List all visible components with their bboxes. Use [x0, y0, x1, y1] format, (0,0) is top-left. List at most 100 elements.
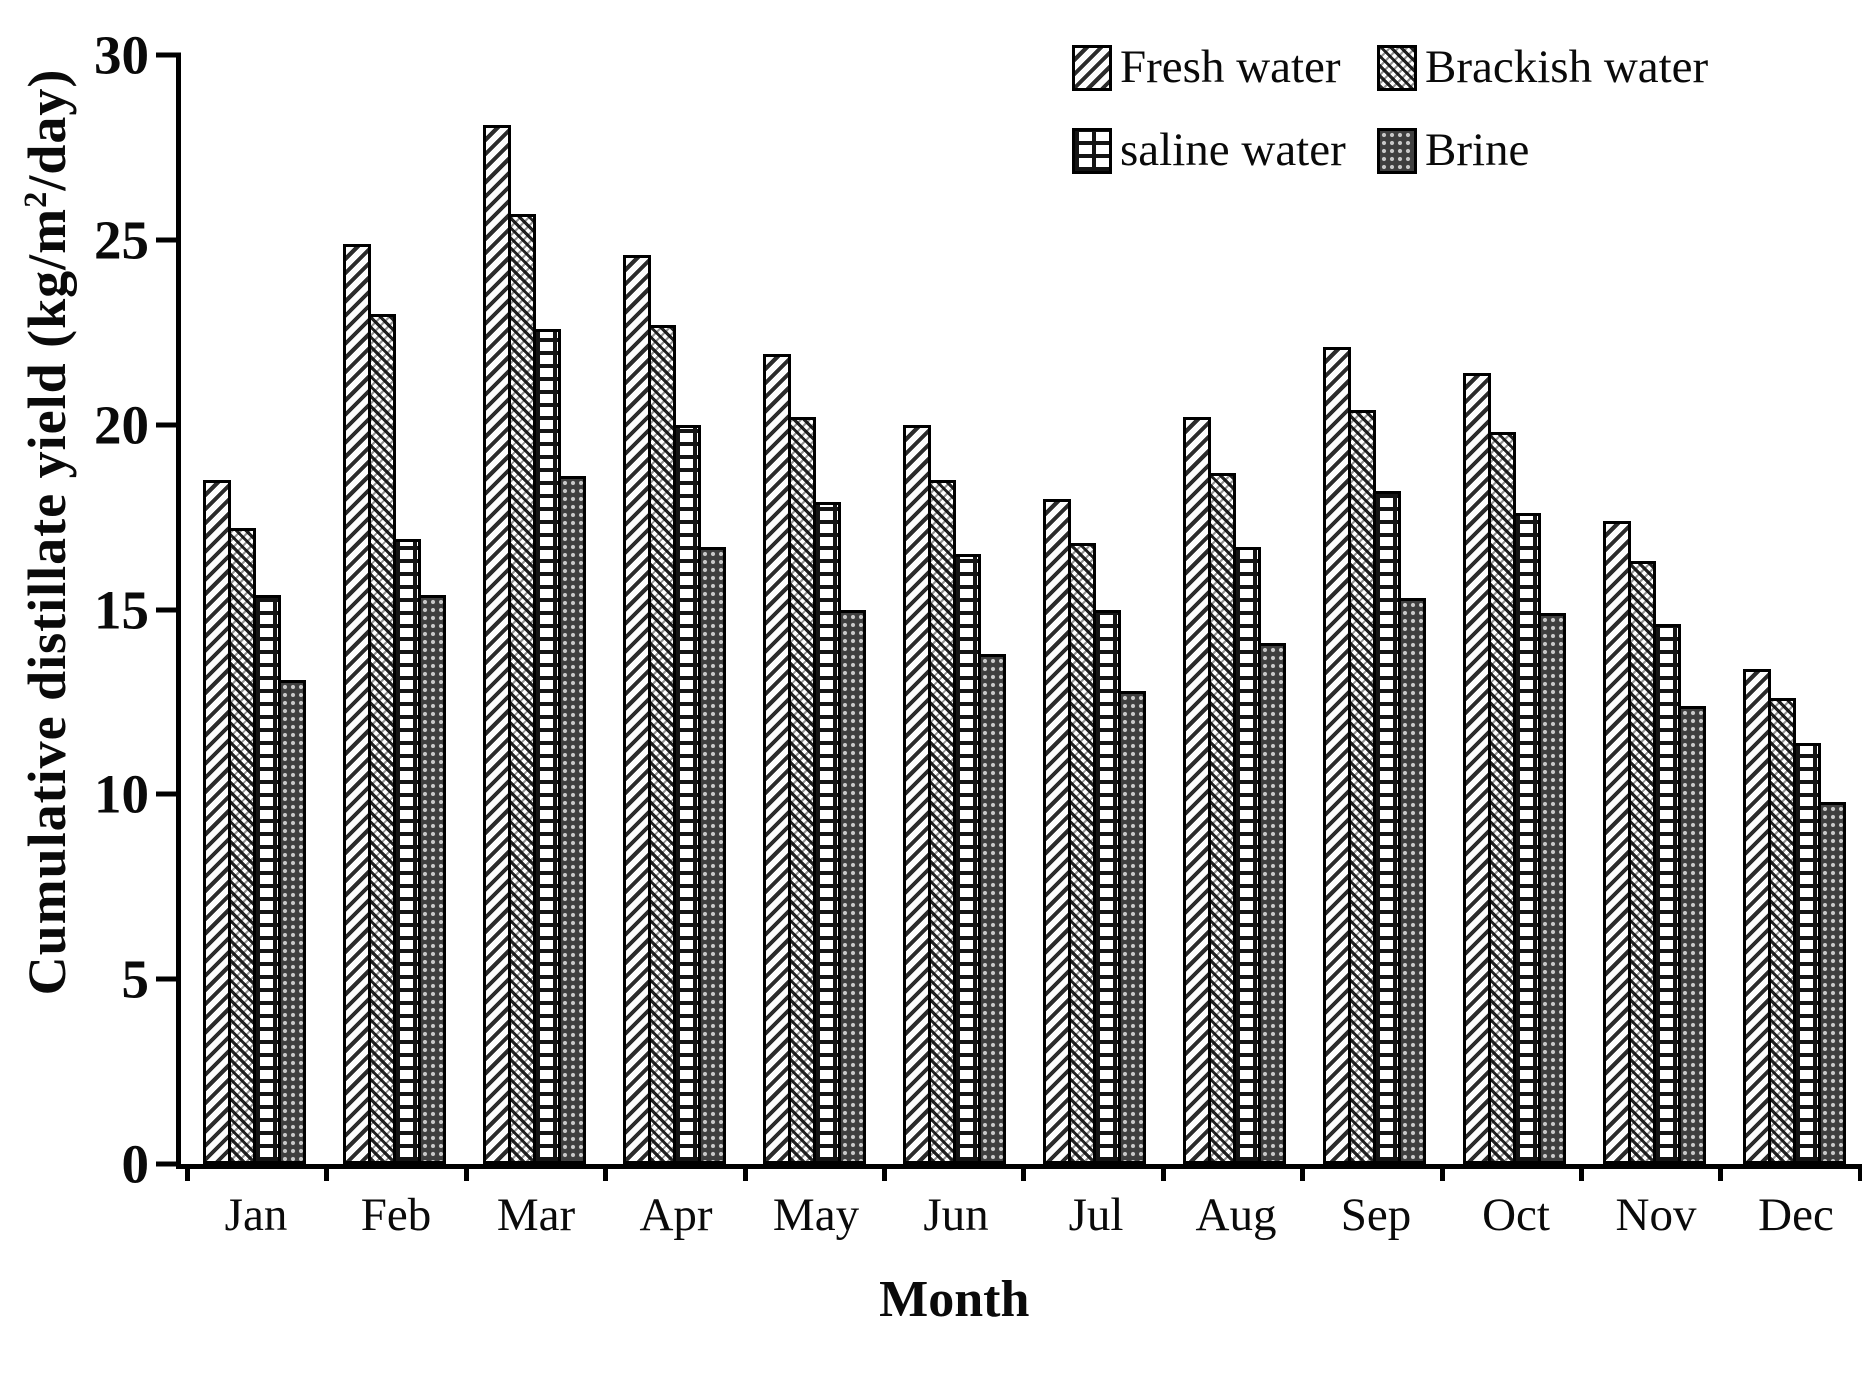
legend-item-saline-water: saline water: [1072, 127, 1377, 174]
bar-saline-water-jul: [1093, 609, 1121, 1164]
legend-swatch-brackish-water: [1377, 44, 1417, 91]
bar-brackish-water-jul: [1068, 542, 1096, 1164]
bar-brine-jul: [1118, 690, 1146, 1164]
x-tick-label-nov: Nov: [1615, 1189, 1697, 1241]
bar-brackish-water-feb: [368, 313, 396, 1164]
bar-fresh-water-mar: [483, 125, 511, 1164]
bar-brine-aug: [1258, 642, 1286, 1164]
y-tick-label-25: 25: [94, 209, 149, 271]
legend-item-brackish-water: Brackish water: [1377, 44, 1708, 91]
bar-group-oct: [1463, 55, 1566, 1164]
x-tick-5: [882, 1164, 887, 1181]
bar-group-mar: [483, 55, 586, 1164]
bar-fresh-water-dec: [1743, 668, 1771, 1164]
bar-saline-water-oct: [1513, 513, 1541, 1164]
legend-swatch-fresh-water: [1072, 44, 1112, 91]
legend-item-fresh-water: Fresh water: [1072, 44, 1377, 91]
bar-brine-dec: [1818, 801, 1846, 1164]
bar-brackish-water-sep: [1348, 409, 1376, 1164]
bar-group-sep: [1323, 55, 1426, 1164]
y-tick-20: [156, 422, 181, 428]
bar-fresh-water-aug: [1183, 417, 1211, 1164]
x-axis-title: Month: [879, 1271, 1030, 1328]
bar-saline-water-sep: [1373, 491, 1401, 1164]
y-tick-5: [156, 976, 181, 982]
y-tick-label-0: 0: [121, 1133, 150, 1195]
legend: Fresh water Brackish water saline water Bri…: [1072, 44, 1708, 174]
x-tick-4: [742, 1164, 748, 1181]
bar-fresh-water-jun: [903, 424, 931, 1164]
bar-fresh-water-sep: [1323, 347, 1351, 1164]
bar-brackish-water-aug: [1208, 472, 1236, 1164]
y-tick-25: [156, 237, 181, 243]
y-tick-label-20: 20: [94, 394, 149, 456]
x-tick-11: [1718, 1164, 1724, 1181]
x-tick-label-sep: Sep: [1340, 1189, 1412, 1241]
bar-saline-water-apr: [673, 424, 701, 1164]
x-tick-label-mar: Mar: [496, 1189, 576, 1241]
bar-fresh-water-may: [763, 354, 791, 1164]
bar-saline-water-feb: [393, 539, 421, 1164]
bar-group-apr: [623, 55, 726, 1164]
x-tick-9: [1439, 1164, 1445, 1181]
bar-fresh-water-apr: [623, 254, 651, 1164]
bar-saline-water-jan: [253, 594, 281, 1164]
y-tick-label-15: 15: [94, 579, 149, 640]
bar-group-jul: [1043, 55, 1146, 1164]
bar-brackish-water-jan: [228, 528, 256, 1164]
x-tick-2: [463, 1164, 469, 1181]
bar-group-dec: [1743, 55, 1846, 1164]
legend-label-brine: Brine: [1425, 124, 1530, 176]
x-tick-12: [1857, 1164, 1862, 1181]
legend-label-brackish-water: Brackish water: [1425, 41, 1709, 93]
bar-saline-water-mar: [533, 328, 561, 1164]
x-tick-label-jun: Jun: [923, 1189, 989, 1241]
bar-saline-water-may: [813, 502, 841, 1164]
bar-saline-water-aug: [1233, 546, 1261, 1164]
x-tick-label-jan: Jan: [224, 1189, 288, 1241]
x-tick-label-aug: Aug: [1195, 1189, 1277, 1241]
bar-group-feb: [343, 55, 446, 1164]
x-tick-1: [324, 1164, 330, 1181]
bar-group-aug: [1183, 55, 1286, 1164]
y-tick-10: [156, 791, 181, 797]
bar-brackish-water-apr: [648, 324, 676, 1164]
bar-fresh-water-jan: [203, 480, 231, 1164]
bar-group-nov: [1603, 55, 1706, 1164]
bar-brackish-water-oct: [1488, 432, 1516, 1164]
bar-group-jan: [203, 55, 306, 1164]
legend-item-brine: Brine: [1377, 127, 1708, 174]
bar-brine-apr: [698, 546, 726, 1164]
bar-fresh-water-nov: [1603, 520, 1631, 1164]
bar-group-may: [763, 55, 866, 1164]
y-axis-title-prefix: Cumulative distillate yield (kg/m: [17, 207, 77, 996]
bar-brine-mar: [558, 476, 586, 1164]
y-tick-30: [156, 52, 181, 58]
y-tick-15: [156, 607, 181, 612]
bar-saline-water-jun: [953, 554, 981, 1164]
x-tick-label-jul: Jul: [1068, 1189, 1124, 1241]
bar-brine-oct: [1538, 613, 1566, 1164]
y-tick-label-10: 10: [94, 763, 149, 825]
bar-brine-sep: [1398, 598, 1426, 1164]
bar-brine-may: [838, 609, 866, 1164]
y-axis-title-superscript: 2: [18, 190, 54, 208]
bar-group-jun: [903, 55, 1006, 1164]
x-tick-10: [1579, 1164, 1584, 1181]
x-tick-8: [1300, 1164, 1306, 1181]
y-axis-title: Cumulative distillate yield (kg/m2/day): [16, 69, 78, 996]
bar-fresh-water-jul: [1043, 498, 1071, 1164]
bar-brackish-water-dec: [1768, 698, 1796, 1164]
x-tick-0: [185, 1164, 190, 1181]
legend-swatch-saline-water: [1072, 127, 1112, 174]
x-tick-7: [1160, 1164, 1166, 1181]
legend-label-fresh-water: Fresh water: [1120, 41, 1341, 93]
bar-brackish-water-nov: [1628, 561, 1656, 1164]
y-tick-label-5: 5: [121, 948, 150, 1010]
bar-fresh-water-feb: [343, 243, 371, 1164]
x-tick-label-oct: Oct: [1482, 1189, 1550, 1241]
x-tick-6: [1021, 1164, 1027, 1181]
bar-saline-water-nov: [1653, 624, 1681, 1164]
bar-saline-water-dec: [1793, 742, 1821, 1164]
